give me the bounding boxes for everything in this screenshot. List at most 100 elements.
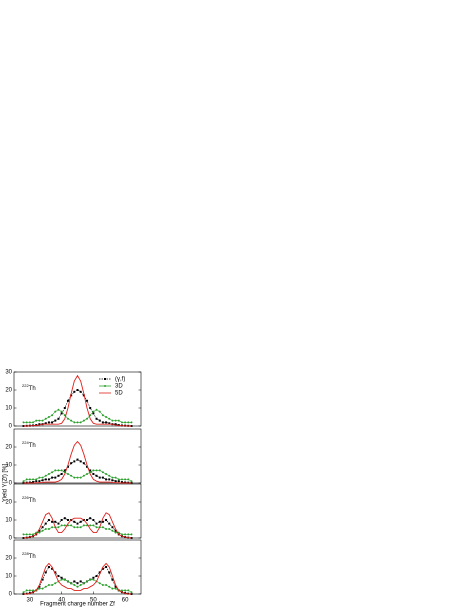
marker (41, 476, 44, 479)
marker (57, 469, 60, 472)
marker (111, 587, 114, 590)
marker (111, 578, 114, 581)
marker (98, 571, 101, 574)
marker (70, 419, 73, 422)
marker (95, 526, 98, 529)
marker (57, 408, 60, 411)
series-line (23, 512, 132, 539)
marker (82, 582, 85, 585)
marker (28, 589, 31, 592)
marker (95, 417, 98, 420)
marker (51, 526, 54, 529)
marker (98, 476, 101, 479)
mass-number: 226 (22, 495, 29, 500)
marker (76, 421, 79, 424)
marker (28, 421, 31, 424)
marker (60, 473, 63, 475)
marker (44, 585, 47, 588)
marker (130, 533, 133, 536)
marker (95, 408, 98, 411)
legend-label: 3D (115, 384, 123, 390)
marker (120, 421, 123, 424)
marker (32, 481, 35, 484)
marker (127, 478, 130, 481)
marker (76, 389, 79, 391)
marker (57, 522, 60, 525)
marker (51, 421, 54, 424)
marker (127, 589, 130, 592)
marker (47, 528, 50, 530)
marker (101, 471, 104, 474)
panel-frame (13, 428, 142, 484)
marker (111, 419, 114, 422)
marker (86, 580, 89, 583)
marker (124, 421, 127, 424)
marker (73, 584, 76, 586)
marker (41, 419, 44, 422)
marker (114, 587, 117, 590)
marker (130, 480, 133, 483)
marker (101, 421, 104, 424)
marker (95, 469, 98, 472)
marker (47, 478, 50, 481)
marker (82, 462, 85, 465)
marker (98, 469, 101, 472)
marker (114, 476, 117, 479)
marker (57, 526, 60, 529)
marker (79, 460, 82, 463)
marker (89, 407, 92, 409)
marker (22, 533, 25, 536)
marker (28, 478, 31, 481)
marker (63, 407, 66, 409)
marker (25, 421, 28, 424)
y-tick-label: 0 (9, 481, 13, 487)
marker (28, 533, 31, 536)
marker (76, 476, 79, 479)
marker (38, 531, 41, 534)
marker (108, 571, 111, 574)
marker (79, 520, 82, 523)
marker (127, 533, 130, 536)
marker (92, 410, 95, 413)
marker (105, 421, 108, 424)
marker (120, 481, 123, 484)
marker (108, 474, 111, 477)
marker (32, 533, 35, 536)
panel-frame (13, 539, 142, 595)
marker (44, 528, 47, 530)
y-tick-label: 0 (9, 536, 13, 542)
marker (63, 517, 66, 520)
marker (117, 419, 120, 422)
mass-number: 222 (22, 383, 29, 388)
nucleus-label: 222Th (22, 383, 36, 392)
marker (105, 519, 108, 521)
marker (60, 519, 63, 521)
y-tick-label: 0 (9, 424, 13, 430)
marker (101, 567, 104, 570)
marker (124, 589, 127, 592)
marker (73, 520, 76, 523)
y-tick-label: 20 (5, 556, 12, 562)
y-tick-label: 10 (5, 463, 12, 469)
marker (79, 526, 82, 529)
marker (105, 528, 108, 530)
marker (79, 476, 82, 479)
element: Th (29, 443, 36, 449)
marker (22, 421, 25, 424)
marker (66, 473, 69, 475)
panel-frame (13, 483, 142, 539)
marker (44, 478, 47, 481)
marker (101, 414, 104, 417)
nucleus-label: 226Th (22, 495, 36, 504)
series-line (23, 459, 132, 484)
marker (111, 479, 114, 482)
marker (108, 422, 111, 425)
marker (117, 478, 120, 481)
marker (79, 390, 82, 393)
marker (57, 417, 60, 420)
marker (44, 571, 47, 574)
mass-number: 224 (22, 440, 29, 445)
marker (82, 524, 85, 527)
marker (108, 522, 111, 525)
